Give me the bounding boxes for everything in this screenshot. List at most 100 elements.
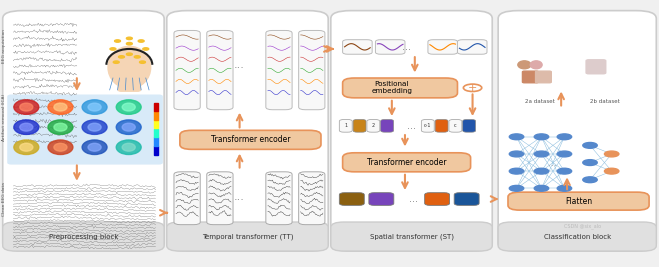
FancyBboxPatch shape: [343, 78, 457, 98]
Ellipse shape: [88, 123, 101, 131]
FancyBboxPatch shape: [207, 172, 233, 225]
Text: 2: 2: [372, 123, 375, 128]
Ellipse shape: [88, 143, 101, 151]
Bar: [154, 103, 158, 111]
Circle shape: [534, 151, 549, 157]
Ellipse shape: [82, 120, 107, 134]
FancyBboxPatch shape: [3, 222, 164, 251]
Ellipse shape: [122, 103, 135, 111]
Bar: [154, 129, 158, 137]
Circle shape: [509, 151, 524, 157]
Text: Artifact removal (ICA): Artifact removal (ICA): [2, 94, 6, 141]
Text: Spatial transformer (ST): Spatial transformer (ST): [370, 233, 453, 240]
FancyBboxPatch shape: [536, 71, 552, 83]
Text: Classification block: Classification block: [544, 234, 611, 239]
Circle shape: [509, 185, 524, 191]
Ellipse shape: [14, 120, 39, 134]
FancyBboxPatch shape: [454, 193, 479, 205]
Text: Preprocessing block: Preprocessing block: [49, 234, 118, 239]
Circle shape: [534, 185, 549, 191]
Ellipse shape: [518, 61, 531, 69]
Circle shape: [463, 84, 482, 92]
Text: ...: ...: [234, 192, 245, 202]
Ellipse shape: [88, 103, 101, 111]
FancyBboxPatch shape: [428, 40, 457, 54]
Text: c-1: c-1: [424, 123, 432, 128]
Circle shape: [558, 151, 571, 157]
FancyBboxPatch shape: [457, 40, 487, 54]
Circle shape: [113, 61, 119, 63]
FancyBboxPatch shape: [174, 30, 200, 110]
Ellipse shape: [14, 100, 39, 114]
FancyBboxPatch shape: [339, 193, 364, 205]
Circle shape: [140, 61, 146, 63]
Ellipse shape: [48, 100, 73, 114]
FancyBboxPatch shape: [299, 30, 325, 110]
Text: ...: ...: [403, 42, 411, 52]
FancyBboxPatch shape: [266, 30, 292, 110]
Text: Clean EEG data: Clean EEG data: [2, 183, 6, 217]
Text: CSDN @six_alo: CSDN @six_alo: [563, 223, 601, 229]
FancyBboxPatch shape: [369, 193, 394, 205]
Ellipse shape: [14, 140, 39, 155]
Text: Positional
embedding: Positional embedding: [371, 81, 413, 94]
Ellipse shape: [116, 120, 141, 134]
Text: Transformer encoder: Transformer encoder: [211, 135, 291, 144]
FancyBboxPatch shape: [381, 120, 393, 132]
Bar: [154, 146, 158, 155]
FancyBboxPatch shape: [508, 192, 649, 210]
Text: Temporal transformer (TT): Temporal transformer (TT): [202, 233, 293, 240]
Text: Flatten: Flatten: [565, 197, 592, 206]
Ellipse shape: [54, 123, 67, 131]
FancyBboxPatch shape: [343, 40, 372, 54]
FancyBboxPatch shape: [463, 120, 476, 132]
FancyBboxPatch shape: [266, 172, 292, 225]
Text: ...: ...: [548, 158, 557, 168]
Ellipse shape: [54, 103, 67, 111]
FancyBboxPatch shape: [367, 120, 380, 132]
Text: 1: 1: [344, 123, 347, 128]
FancyBboxPatch shape: [343, 153, 471, 172]
FancyBboxPatch shape: [174, 172, 200, 225]
FancyBboxPatch shape: [331, 222, 492, 251]
Circle shape: [127, 42, 132, 45]
Circle shape: [143, 48, 149, 50]
FancyBboxPatch shape: [498, 222, 656, 251]
FancyBboxPatch shape: [424, 193, 449, 205]
FancyBboxPatch shape: [118, 75, 140, 91]
Circle shape: [115, 40, 121, 42]
Ellipse shape: [530, 61, 542, 69]
FancyBboxPatch shape: [586, 60, 606, 74]
Ellipse shape: [122, 143, 135, 151]
FancyBboxPatch shape: [523, 71, 538, 83]
Circle shape: [558, 168, 571, 174]
Circle shape: [134, 56, 140, 58]
FancyBboxPatch shape: [207, 30, 233, 110]
Circle shape: [558, 185, 571, 191]
Ellipse shape: [116, 140, 141, 155]
FancyBboxPatch shape: [167, 11, 328, 251]
Text: ...: ...: [407, 121, 416, 131]
Ellipse shape: [82, 100, 107, 114]
Text: ...: ...: [409, 194, 418, 204]
FancyBboxPatch shape: [167, 222, 328, 251]
Text: Transformer encoder: Transformer encoder: [366, 158, 446, 167]
Circle shape: [583, 143, 597, 148]
FancyBboxPatch shape: [435, 120, 448, 132]
Ellipse shape: [108, 46, 151, 89]
Circle shape: [583, 177, 597, 183]
Circle shape: [138, 40, 144, 42]
Text: ...: ...: [234, 60, 245, 70]
Circle shape: [127, 53, 132, 56]
Circle shape: [604, 151, 619, 157]
FancyBboxPatch shape: [376, 40, 405, 54]
Circle shape: [119, 56, 125, 58]
Ellipse shape: [20, 143, 33, 151]
FancyBboxPatch shape: [180, 130, 321, 149]
FancyBboxPatch shape: [353, 120, 366, 132]
FancyBboxPatch shape: [3, 11, 164, 251]
Ellipse shape: [20, 103, 33, 111]
Ellipse shape: [54, 143, 67, 151]
Circle shape: [127, 37, 132, 40]
Circle shape: [534, 168, 549, 174]
